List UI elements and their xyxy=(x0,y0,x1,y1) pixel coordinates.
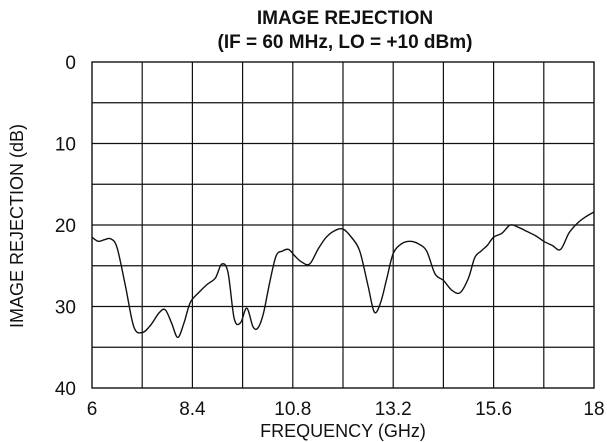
x-tick-label: 15.6 xyxy=(475,399,512,420)
x-tick-label: 13.2 xyxy=(375,399,412,420)
y-tick-label: 20 xyxy=(55,216,76,237)
x-tick-labels: 6 8.4 10.8 13.2 15.6 18 xyxy=(87,399,605,420)
x-tick-label: 6 xyxy=(87,399,98,420)
y-tick-labels: 0 10 20 30 40 xyxy=(55,53,76,400)
y-axis-label: IMAGE REJECTION (dB) xyxy=(7,124,27,328)
x-tick-label: 10.8 xyxy=(274,399,311,420)
chart-subtitle: (IF = 60 MHz, LO = +10 dBm) xyxy=(218,32,473,53)
y-tick-label: 30 xyxy=(55,298,76,319)
image-rejection-line xyxy=(91,211,595,339)
y-tick-label: 40 xyxy=(55,379,76,400)
grid-lines xyxy=(92,62,594,388)
chart-title: IMAGE REJECTION xyxy=(257,8,433,29)
plot-frame xyxy=(91,61,595,389)
x-tick-label: 8.4 xyxy=(179,399,206,420)
x-axis-label: FREQUENCY (GHz) xyxy=(260,421,426,441)
y-tick-label: 10 xyxy=(55,135,76,156)
y-tick-label: 0 xyxy=(65,53,76,74)
x-tick-label: 18 xyxy=(583,399,604,420)
